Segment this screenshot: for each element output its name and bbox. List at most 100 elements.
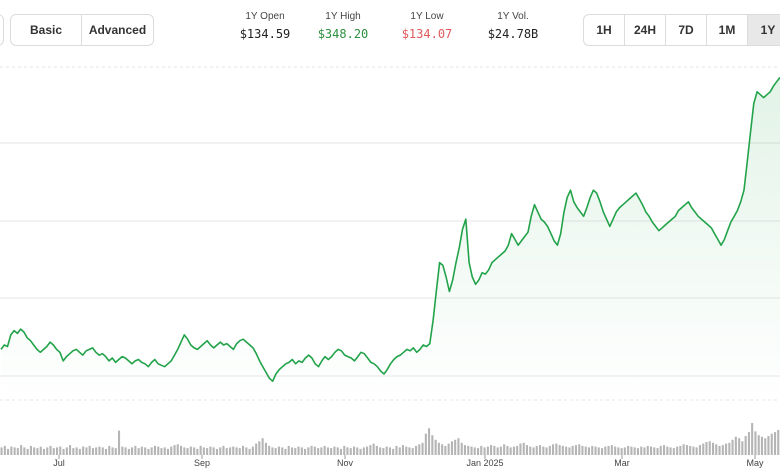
volume-bar: [503, 444, 506, 455]
volume-bar: [483, 447, 486, 455]
volume-bar: [581, 445, 584, 455]
volume-bar: [460, 442, 463, 455]
volume-bar: [617, 447, 620, 455]
volume-bar: [627, 445, 630, 455]
volume-bar: [539, 445, 542, 455]
volume-bar: [623, 447, 626, 455]
volume-bar: [379, 447, 382, 455]
volume-bar: [313, 446, 316, 455]
volume-bar: [16, 448, 19, 455]
volume-bar: [225, 448, 228, 455]
range-24h-button[interactable]: 24H: [624, 15, 665, 45]
volume-bar: [353, 446, 356, 455]
volume-bar: [95, 447, 98, 455]
volume-bar: [336, 447, 339, 455]
volume-bar: [666, 446, 669, 455]
volume-bar: [264, 442, 267, 455]
volume-bar: [127, 448, 130, 455]
volume-bar: [359, 448, 362, 455]
volume-bar: [591, 445, 594, 455]
volume-bar: [663, 445, 666, 455]
volume-bar: [643, 447, 646, 455]
volume-bar: [421, 442, 424, 455]
volume-bar: [499, 446, 502, 455]
volume-bar: [415, 445, 418, 455]
volume-bar: [366, 446, 369, 455]
volume-bar: [405, 446, 408, 455]
basic-view-button[interactable]: Basic: [29, 23, 63, 37]
advanced-view-button[interactable]: Advanced: [81, 15, 153, 45]
volume-bar: [525, 445, 528, 455]
volume-bar: [176, 444, 179, 455]
volume-bar: [692, 446, 695, 455]
volume-bar: [457, 438, 460, 455]
volume-bar: [29, 445, 32, 455]
volume-bar: [150, 447, 153, 455]
volume-bar: [131, 447, 134, 455]
volume-bar: [180, 445, 183, 455]
volume-bar: [424, 433, 427, 455]
volume-bar: [98, 446, 101, 455]
volume-bar: [144, 447, 147, 455]
volume-bar: [69, 445, 72, 455]
volume-bar: [385, 446, 388, 455]
volume-bar: [574, 445, 577, 455]
volume-bar: [82, 446, 85, 455]
volume-bar: [757, 435, 760, 455]
volume-bar: [682, 444, 685, 455]
volume-bar: [444, 445, 447, 455]
sidebar-toggle-button[interactable]: [0, 14, 4, 46]
volume-bar: [477, 448, 480, 455]
range-1m-button[interactable]: 1M: [706, 15, 747, 45]
volume-bar: [676, 446, 679, 455]
volume-bar: [708, 441, 711, 455]
volume-bar: [85, 447, 88, 455]
volume-bar: [20, 445, 23, 455]
volume-bar: [238, 448, 241, 455]
range-7d-button[interactable]: 7D: [665, 15, 706, 45]
volume-bar: [304, 448, 307, 455]
volume-bar: [284, 448, 287, 455]
volume-bar: [287, 445, 290, 455]
volume-bar: [679, 445, 682, 455]
x-tick-label: Nov: [337, 458, 354, 468]
volume-bar: [349, 448, 352, 455]
volume-bar: [72, 448, 75, 455]
volume-bar: [219, 447, 222, 455]
volume-bar: [157, 446, 160, 455]
range-1y-button[interactable]: 1Y: [747, 15, 780, 45]
volume-bar: [767, 436, 770, 455]
volume-bar: [741, 441, 744, 455]
volume-bar: [607, 445, 610, 455]
volume-bar: [111, 447, 114, 455]
volume-bar: [232, 446, 235, 455]
volume-bar: [659, 445, 662, 455]
volume-bar: [548, 445, 551, 455]
volume-bar: [640, 446, 643, 455]
volume-bar: [271, 447, 274, 455]
volume-bar: [702, 443, 705, 455]
volume-bar: [91, 448, 94, 455]
stat-volume-value: $24.78B: [487, 27, 539, 41]
volume-bar: [297, 446, 300, 455]
stat-open-label: 1Y Open: [245, 11, 285, 22]
volume-bar: [558, 445, 561, 455]
volume-bar: [209, 446, 212, 455]
volume-bar: [418, 444, 421, 455]
volume-bar: [751, 423, 754, 455]
volume-bar: [323, 445, 326, 455]
volume-bar: [277, 446, 280, 455]
volume-bar: [56, 447, 59, 455]
stat-volume: 1Y Vol. $24.78B: [468, 11, 558, 41]
stat-low-value: $134.07: [401, 27, 453, 41]
volume-bar: [134, 445, 137, 455]
volume-bar: [62, 448, 65, 455]
range-1h-button[interactable]: 1H: [596, 23, 612, 37]
volume-bar: [7, 448, 10, 455]
volume-bar: [725, 443, 728, 455]
volume-bar: [532, 447, 535, 455]
volume-bar: [124, 447, 127, 455]
stat-volume-label: 1Y Vol.: [497, 11, 529, 22]
price-chart[interactable]: Jul Sep Nov Jan 2025 Mar May: [0, 60, 780, 470]
volume-bar: [434, 439, 437, 455]
